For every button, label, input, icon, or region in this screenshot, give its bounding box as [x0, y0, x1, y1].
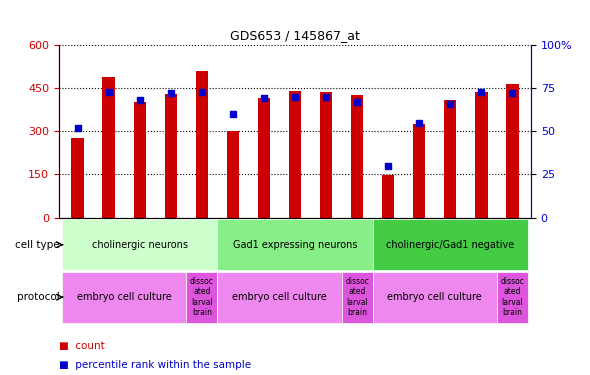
Text: embryo cell culture: embryo cell culture [77, 292, 172, 302]
Text: protocol: protocol [17, 292, 60, 302]
Text: cholinergic neurons: cholinergic neurons [91, 240, 188, 250]
Bar [289, 91, 301, 218]
Bar [165, 94, 177, 218]
Bar [217, 219, 373, 270]
Title: GDS653 / 145867_at: GDS653 / 145867_at [230, 30, 360, 42]
Text: cell type: cell type [15, 240, 60, 250]
Point [135, 97, 145, 103]
Bar [186, 272, 217, 322]
Bar [382, 175, 394, 217]
Bar [444, 100, 457, 218]
Text: embryo cell culture: embryo cell culture [232, 292, 327, 302]
Point [166, 90, 175, 96]
Point [104, 88, 113, 94]
Bar [373, 272, 497, 322]
Text: ■  count: ■ count [59, 341, 105, 351]
Text: dissoc
ated
larval
brain: dissoc ated larval brain [190, 277, 214, 317]
Bar [373, 219, 528, 270]
Bar [62, 219, 217, 270]
Point [507, 90, 517, 96]
Point [445, 100, 455, 106]
Point [197, 88, 206, 94]
Point [322, 94, 331, 100]
Bar [103, 76, 115, 218]
Bar [342, 272, 373, 322]
Text: ■  percentile rank within the sample: ■ percentile rank within the sample [59, 360, 251, 370]
Bar [258, 98, 270, 218]
Point [352, 99, 362, 105]
Bar [413, 124, 425, 218]
Bar [217, 272, 342, 322]
Point [415, 120, 424, 126]
Text: dissoc
ated
larval
brain: dissoc ated larval brain [500, 277, 525, 317]
Bar [71, 138, 84, 218]
Bar [62, 272, 186, 322]
Bar [475, 93, 487, 218]
Point [477, 88, 486, 94]
Point [384, 163, 393, 169]
Text: Gad1 expressing neurons: Gad1 expressing neurons [232, 240, 358, 250]
Bar [133, 102, 146, 218]
Text: dissoc
ated
larval
brain: dissoc ated larval brain [345, 277, 369, 317]
Point [73, 125, 83, 131]
Point [290, 94, 300, 100]
Bar [227, 131, 239, 218]
Bar [506, 84, 519, 218]
Text: embryo cell culture: embryo cell culture [388, 292, 482, 302]
Bar [351, 95, 363, 218]
Point [228, 111, 238, 117]
Bar [497, 272, 528, 322]
Text: cholinergic/Gad1 negative: cholinergic/Gad1 negative [386, 240, 514, 250]
Point [259, 96, 268, 102]
Bar [196, 71, 208, 217]
Bar [320, 93, 332, 218]
